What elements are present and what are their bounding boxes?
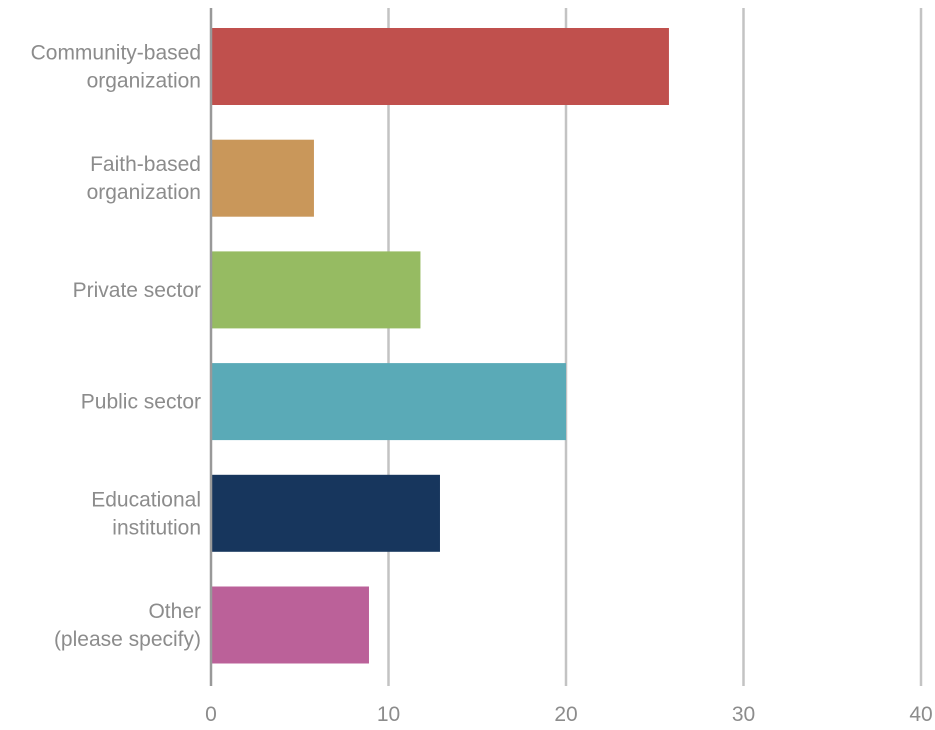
bars xyxy=(211,28,669,664)
category-label: Educational institution xyxy=(91,488,201,539)
category-label: Private sector xyxy=(73,279,201,302)
category-label: Public sector xyxy=(81,391,201,414)
category-label: Faith-based organization xyxy=(87,153,201,204)
bar-1 xyxy=(211,139,314,217)
bar-4 xyxy=(211,474,440,552)
labels: 0 10 20 30 40 Community-based organization Fait… xyxy=(31,42,933,727)
x-tick-label: 20 xyxy=(554,703,577,725)
bar-2 xyxy=(211,251,421,329)
x-tick-label: 30 xyxy=(732,703,755,725)
bar-0 xyxy=(211,28,669,105)
gridlines xyxy=(387,8,923,686)
category-label: Community-based organization xyxy=(31,42,201,93)
bar-3 xyxy=(211,363,566,441)
bar-5 xyxy=(211,586,369,664)
x-tick-label: 0 xyxy=(205,703,217,725)
x-tick-label: 40 xyxy=(909,703,932,725)
category-label: Other (please specify) xyxy=(54,600,201,651)
x-tick-label: 10 xyxy=(377,703,400,725)
